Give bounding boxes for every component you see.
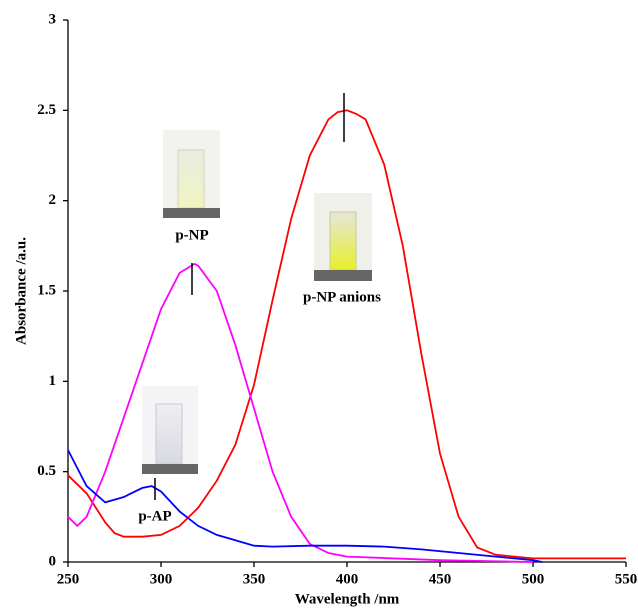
curve-label: p-NP anions bbox=[303, 289, 381, 305]
series-line bbox=[67, 262, 534, 563]
y-tick-label: 2 bbox=[49, 192, 57, 208]
x-tick-label: 450 bbox=[429, 571, 452, 587]
x-tick-label: 300 bbox=[150, 571, 173, 587]
curve-label: p-AP bbox=[138, 508, 171, 524]
y-tick-label: 2.5 bbox=[37, 102, 56, 118]
y-axis-title: Absorbance /a.u. bbox=[13, 237, 29, 345]
series-line bbox=[67, 109, 626, 560]
y-tick-label: 1.5 bbox=[37, 282, 56, 298]
curve-label: p-NP bbox=[175, 227, 208, 243]
cuvette-photo bbox=[142, 386, 198, 474]
y-tick-label: 3 bbox=[49, 11, 57, 27]
x-tick-label: 250 bbox=[57, 571, 80, 587]
y-tick-label: 0 bbox=[49, 553, 57, 569]
cuvette-photo bbox=[314, 193, 372, 281]
x-axis-title: Wavelength /nm bbox=[295, 591, 400, 607]
x-tick-label: 350 bbox=[243, 571, 266, 587]
x-tick-label: 550 bbox=[615, 571, 638, 587]
y-tick-label: 0.5 bbox=[37, 463, 56, 479]
x-tick-label: 400 bbox=[336, 571, 359, 587]
x-tick-label: 500 bbox=[522, 571, 545, 587]
series-line bbox=[67, 449, 543, 563]
cuvette-photo bbox=[163, 130, 220, 218]
y-tick-label: 1 bbox=[49, 373, 57, 389]
